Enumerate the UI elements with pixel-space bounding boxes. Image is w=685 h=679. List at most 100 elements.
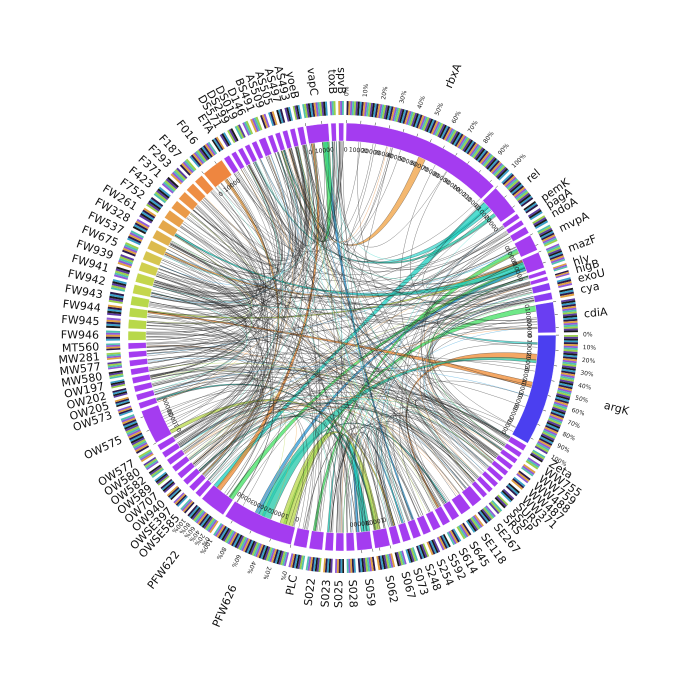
heat-cell [563,345,578,349]
heat-cell [207,141,218,155]
heat-cell [439,124,447,139]
heat-cell [191,508,202,521]
segment-arc-paga [505,219,525,235]
chord-link [159,264,470,487]
chord-link [343,292,534,533]
chord-link [146,291,533,348]
tick-label: 0 [175,426,183,433]
heat-cell [399,550,405,565]
heat-cell [179,164,191,176]
heat-cell [121,415,136,423]
heat-cell [563,340,578,343]
heat-cell [230,128,239,142]
heat-cell [484,506,495,519]
heat-cell [441,534,450,549]
heat-cell [404,110,410,125]
heat-cell [517,471,530,482]
tick-label: 10000 [349,146,369,155]
tick [542,261,546,264]
heat-cell [563,351,578,354]
heat-cell [290,553,295,568]
heat-cell [184,160,196,172]
chord-link [198,299,535,472]
chord-link [181,252,519,451]
tick [388,125,391,129]
heat-cell [399,108,405,123]
chord-ribbons [145,141,539,534]
tick [495,185,498,189]
heat-cell [427,119,435,133]
chord-link [146,212,257,325]
heat-cell [448,129,457,144]
heat-cell [416,114,423,129]
segment-arc-fw537 [146,239,168,257]
heat-cell [414,113,421,128]
heat-cell [123,245,138,254]
heat-cell [428,540,436,555]
chord-link [304,144,509,270]
heat-cell [514,188,527,199]
chord-link [146,322,506,446]
segment-label-fw944: FW944 [62,297,101,314]
heat-cell [274,549,281,564]
heat-cell [452,528,462,542]
heat-cell [562,311,577,315]
heat-cell [508,181,521,192]
heat-cell [363,557,367,572]
heat-cell [294,105,299,120]
heat-cell [115,399,130,406]
heat-cell [232,533,241,548]
heat-cell [446,531,455,546]
heat-cell [465,520,476,533]
chord-link [260,158,504,269]
heat-cell [365,102,370,117]
chord-link [179,226,464,491]
tick-label: 10000 [349,519,369,528]
heat-cell [155,473,168,483]
chord-link [192,237,512,465]
heat-cell [535,444,549,453]
chord-link [284,149,535,307]
tick [530,437,534,440]
heat-cell [419,115,427,130]
tick [402,128,405,132]
segment-arc-owse585 [195,479,213,498]
segment-label-toxb: toxB [325,69,339,94]
heat-cell [192,153,203,166]
heat-cell [185,158,197,171]
percent-label: 40% [416,95,427,110]
percent-label: 0% [279,570,288,581]
heat-cell [217,525,227,539]
chord-link [167,204,264,428]
heat-cell [110,380,125,386]
heat-cell [111,282,126,289]
percent-label: 80% [561,431,576,443]
heat-cell [336,558,339,573]
segment-label-fw943: FW943 [64,282,104,301]
chord-link [154,146,306,294]
segment-arc-mvpa [514,234,538,258]
heat-cell [378,555,383,570]
heat-cell [416,545,423,560]
percent-label: 50% [574,395,589,405]
segment-label-rbxa: rbxA [442,61,464,90]
heat-cell [469,143,480,157]
heat-cell [141,211,155,221]
heat-cell [442,126,451,140]
heat-cell [238,124,246,138]
heat-cell [113,392,128,398]
heat-cell [422,543,430,557]
heat-cell [460,523,470,537]
heat-cell [288,106,293,121]
chord-link [189,403,475,482]
heat-cell [261,114,269,129]
heat-cell [111,284,126,290]
heat-cell [315,102,319,117]
heat-cell [106,330,121,333]
chord-link [149,368,376,531]
heat-cell [160,478,173,490]
heat-cell [512,478,525,489]
heat-cell [472,515,483,528]
heat-cell [333,101,336,116]
segment-label-fw945: FW945 [61,313,100,328]
